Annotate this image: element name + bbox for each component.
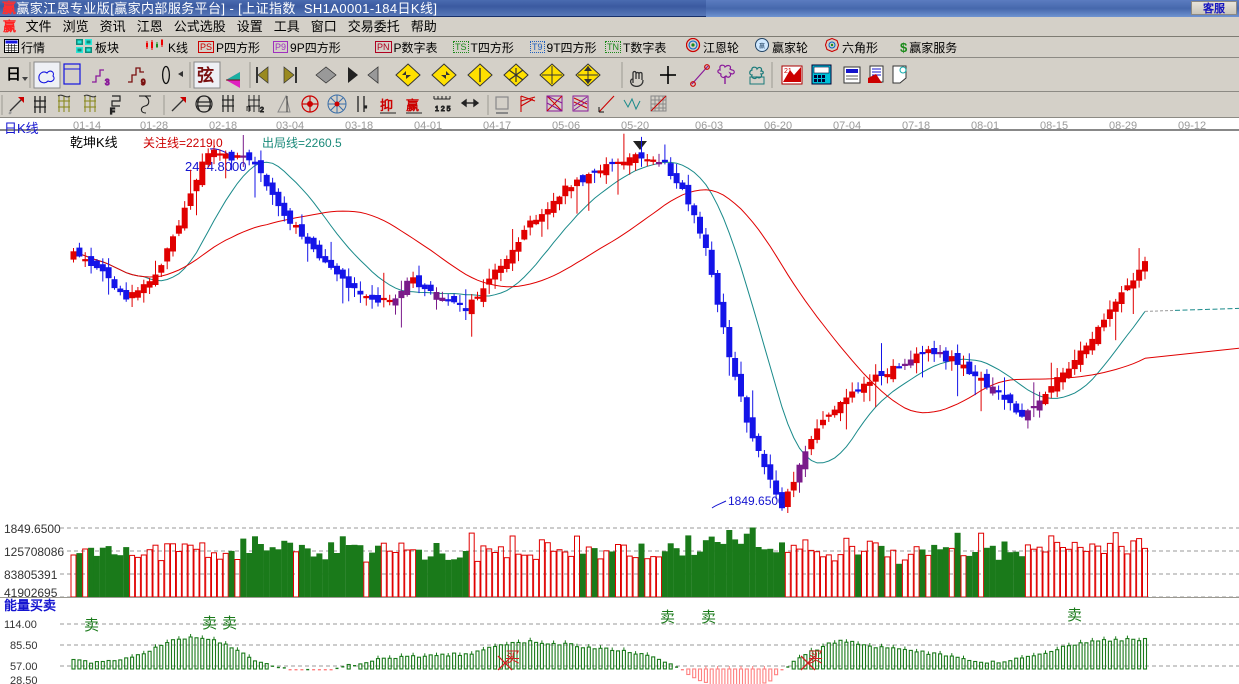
- svg-text:114.00: 114.00: [4, 619, 37, 631]
- svg-text:125708086: 125708086: [4, 545, 64, 559]
- svg-text:85.50: 85.50: [10, 640, 38, 652]
- svg-text:3: 3: [105, 78, 110, 87]
- svg-text:买: 买: [808, 649, 823, 666]
- svg-text:9: 9: [141, 78, 146, 87]
- svg-text:出局线=2260.5: 出局线=2260.5: [262, 136, 342, 150]
- svg-text:n: n: [246, 103, 251, 113]
- svg-text:2444.8000: 2444.8000: [185, 159, 246, 174]
- svg-text:28.50: 28.50: [10, 675, 38, 684]
- svg-text:F: F: [110, 107, 115, 116]
- svg-text:日: 日: [6, 66, 21, 83]
- svg-text:抑: 抑: [380, 98, 393, 113]
- svg-text:乾坤K线: 乾坤K线: [70, 135, 118, 150]
- svg-text:买: 买: [505, 649, 520, 666]
- svg-text:卖: 卖: [84, 617, 99, 634]
- svg-text:1 2 5: 1 2 5: [435, 106, 451, 113]
- svg-text:2: 2: [260, 107, 264, 114]
- svg-text:卖: 卖: [660, 609, 675, 626]
- svg-text:83805391: 83805391: [4, 568, 58, 582]
- svg-text:57.00: 57.00: [10, 661, 38, 673]
- svg-text:1849.6500: 1849.6500: [728, 494, 785, 508]
- svg-text:能量买卖: 能量买卖: [4, 598, 56, 613]
- svg-text:": ": [364, 105, 367, 114]
- svg-text:21: 21: [784, 68, 792, 75]
- svg-text:41902695: 41902695: [4, 586, 58, 598]
- svg-text:弦: 弦: [197, 65, 214, 85]
- svg-text:卖: 卖: [202, 615, 217, 632]
- svg-text:赢: 赢: [759, 42, 765, 50]
- svg-text:卖: 卖: [222, 615, 237, 632]
- svg-text:卖: 卖: [1067, 607, 1082, 624]
- svg-text:关注线=2219.0: 关注线=2219.0: [143, 135, 223, 150]
- svg-text:1849.6500: 1849.6500: [4, 522, 61, 536]
- svg-text:赢: 赢: [406, 98, 419, 113]
- svg-text:卖: 卖: [701, 609, 716, 626]
